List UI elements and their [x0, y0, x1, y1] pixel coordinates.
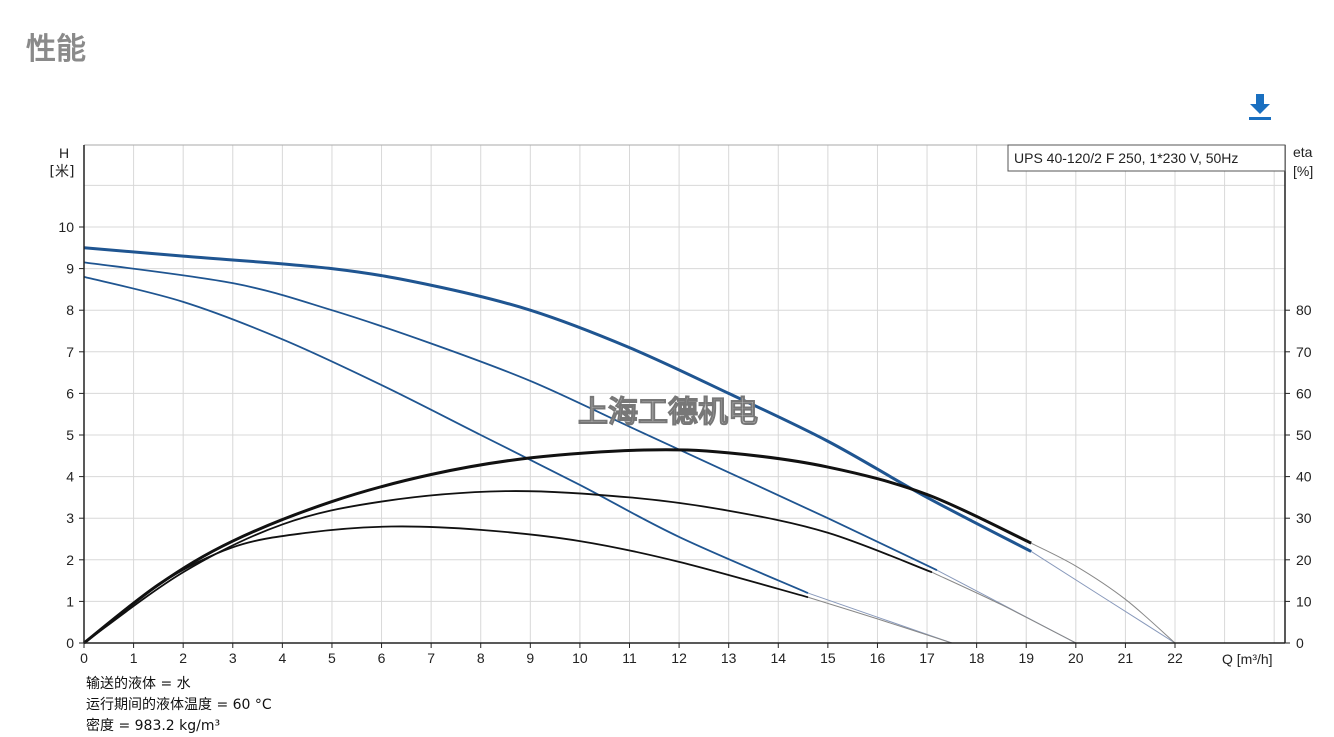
- x-tick-label: 1: [130, 650, 138, 666]
- efficiency-curve-extension: [1030, 542, 1176, 644]
- note-fluid: 输送的液体 = 水: [86, 676, 191, 692]
- x-tick-label: 18: [969, 650, 985, 666]
- download-button[interactable]: [1246, 92, 1274, 122]
- x-tick-label: 20: [1068, 650, 1084, 666]
- y-tick-label: 7: [66, 344, 74, 360]
- x-tick-label: 0: [80, 650, 88, 666]
- y-tick-label: 5: [66, 427, 74, 443]
- efficiency-curve-extension: [931, 571, 1077, 644]
- y-tick-label: 4: [66, 469, 74, 485]
- head-curve-2: [83, 261, 938, 572]
- x-tick-label: 2: [179, 650, 187, 666]
- y2-tick-label: 30: [1296, 510, 1312, 526]
- x-tick-label: 15: [820, 650, 836, 666]
- y-tick-label: 0: [66, 635, 74, 651]
- page-title: 性能: [26, 32, 86, 67]
- x-axis-label: Q [m³/h]: [1222, 651, 1273, 667]
- x-tick-label: 8: [477, 650, 485, 666]
- y-tick-label: 6: [66, 385, 74, 401]
- x-tick-label: 13: [721, 650, 737, 666]
- y2-tick-label: 80: [1296, 302, 1312, 318]
- efficiency-curve-extension: [807, 596, 952, 644]
- x-tick-label: 19: [1018, 650, 1034, 666]
- x-tick-label: 17: [919, 650, 935, 666]
- x-tick-label: 10: [572, 650, 588, 666]
- y2-tick-label: 10: [1296, 593, 1312, 609]
- legend-box: UPS 40-120/2 F 250, 1*230 V, 50Hz: [1007, 144, 1286, 172]
- y2-tick-label: 20: [1296, 552, 1312, 568]
- download-icon: [1249, 94, 1271, 120]
- efficiency-curve-3: [83, 525, 809, 644]
- x-tick-label: 7: [427, 650, 435, 666]
- y-tick-label: 9: [66, 261, 74, 277]
- y-tick-label: 8: [66, 302, 74, 318]
- x-tick-label: 9: [526, 650, 534, 666]
- y-tick-label: 1: [66, 593, 74, 609]
- x-tick-label: 3: [229, 650, 237, 666]
- legend-title: UPS 40-120/2 F 250, 1*230 V, 50Hz: [1014, 150, 1238, 166]
- x-tick-label: 6: [378, 650, 386, 666]
- note-temperature: 运行期间的液体温度 = 60 °C: [86, 697, 272, 713]
- x-tick-label: 16: [870, 650, 886, 666]
- y-tick-label: 10: [58, 219, 74, 235]
- y2-tick-label: 50: [1296, 427, 1312, 443]
- y2-tick-label: 40: [1296, 469, 1312, 485]
- head-curve-extension: [1030, 551, 1176, 644]
- efficiency-curve-2: [83, 490, 933, 644]
- efficiency-curve-1: [83, 448, 1032, 645]
- x-tick-label: 12: [671, 650, 687, 666]
- x-tick-label: 11: [622, 650, 637, 666]
- y2-axis-label-unit: [%]: [1293, 163, 1313, 179]
- watermark: 上海工德机电: [578, 395, 758, 430]
- x-tick-label: 14: [770, 650, 786, 666]
- note-density: 密度 = 983.2 kg/m³: [86, 718, 221, 734]
- y-tick-label: 3: [66, 510, 74, 526]
- y-axis-label-h: H: [59, 145, 69, 161]
- head-curve-3: [83, 276, 809, 594]
- x-tick-label: 21: [1118, 650, 1134, 666]
- x-tick-label: 5: [328, 650, 336, 666]
- y2-axis-label-eta: eta: [1293, 144, 1313, 160]
- y-axis-label-unit: [米]: [50, 164, 75, 180]
- y2-tick-label: 60: [1296, 385, 1312, 401]
- head-curve-1: [83, 246, 1032, 553]
- x-tick-label: 22: [1167, 650, 1183, 666]
- y2-tick-label: 0: [1296, 635, 1304, 651]
- y2-tick-label: 70: [1296, 344, 1312, 360]
- x-tick-label: 4: [278, 650, 286, 666]
- y-tick-label: 2: [66, 552, 74, 568]
